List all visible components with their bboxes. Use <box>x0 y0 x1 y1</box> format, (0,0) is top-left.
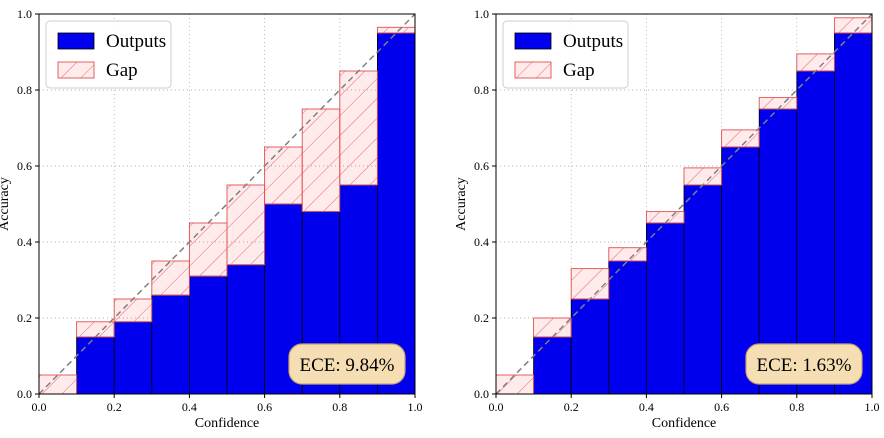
axes-frame <box>38 13 416 395</box>
chart-panel-1: 0.0 0.2 0.4 0.6 0.8 1.0 0.0 0.2 0.4 0.6 0.8 1.0 Conf… <box>0 7 423 431</box>
y-tick-label: 0.2 <box>474 311 489 325</box>
x-tick-label: 0.2 <box>564 400 579 414</box>
gap-bar-hatch <box>189 223 227 277</box>
legend-swatch-outputs <box>514 32 552 50</box>
y-tick-label: 0.8 <box>474 83 489 97</box>
legend-swatch-outputs <box>57 32 95 50</box>
x-axis-label: Confidence <box>652 416 717 431</box>
gap-bar-hatch <box>533 318 572 337</box>
y-tick-label: 0.0 <box>474 387 489 401</box>
x-tick-label: 0.8 <box>789 400 804 414</box>
x-tick-label: 0.0 <box>489 400 504 414</box>
output-bar <box>113 321 153 395</box>
gap-bar-hatch <box>571 268 609 299</box>
gap-bar-hatch <box>76 321 115 337</box>
output-bar <box>188 275 228 395</box>
legend-label-gap: Gap <box>106 60 138 81</box>
y-tick-label: 0.0 <box>17 387 32 401</box>
diagonal-reference-line <box>38 13 416 395</box>
chart-panel-2: 0.0 0.2 0.4 0.6 0.8 1.0 0.0 0.2 0.4 0.6 0.8 1.0 Conf… <box>454 7 880 431</box>
output-bar <box>226 264 265 395</box>
output-bar <box>834 32 873 395</box>
x-tick-label: 0.4 <box>639 400 654 414</box>
output-bar <box>570 298 610 395</box>
gap-bar-hatch <box>796 53 835 71</box>
y-tick-label: 1.0 <box>474 7 489 21</box>
gap-bar-hatch <box>377 27 415 33</box>
gap-bar-hatch <box>39 375 77 394</box>
y-tick-label: 0.8 <box>17 83 32 97</box>
x-axis-label: Confidence <box>195 416 260 431</box>
y-tick-label: 0.6 <box>17 159 32 173</box>
legend-swatch-gap-hatch <box>515 62 551 78</box>
gap-bar-hatch <box>302 109 340 212</box>
y-tick-label: 0.2 <box>17 311 32 325</box>
gap-bar-hatch <box>496 375 534 394</box>
y-tick-label: 0.6 <box>474 159 489 173</box>
y-axis-label: Accuracy <box>454 177 469 231</box>
y-tick-label: 0.4 <box>17 235 32 249</box>
gap-bar-hatch <box>227 185 265 265</box>
gap-bar-hatch <box>264 147 303 204</box>
gap-bar-hatch <box>721 129 760 147</box>
x-tick-label: 1.0 <box>408 400 423 414</box>
output-bar <box>533 336 572 395</box>
x-tick-label: 0.6 <box>714 400 729 414</box>
gap-bar-hatch <box>608 247 647 261</box>
legend-swatch-gap-hatch <box>58 62 94 78</box>
legend-label-outputs: Outputs <box>563 31 623 52</box>
gap-bar-hatch <box>151 261 190 296</box>
output-bar <box>76 336 115 395</box>
gap-bar-hatch <box>646 211 684 223</box>
axes-frame <box>495 13 873 395</box>
gap-bar-hatch <box>834 17 872 33</box>
output-bar <box>683 184 722 395</box>
gap-bar-hatch <box>759 97 797 109</box>
diagonal-reference-line <box>495 13 873 395</box>
y-tick-label: 0.4 <box>474 235 489 249</box>
ece-badge <box>745 343 863 385</box>
output-bar <box>151 294 190 395</box>
ece-label: ECE: 1.63% <box>757 355 852 376</box>
x-tick-label: 0.4 <box>182 400 197 414</box>
x-tick-label: 1.0 <box>865 400 880 414</box>
legend-label-outputs: Outputs <box>106 31 166 52</box>
y-tick-label: 1.0 <box>17 7 32 21</box>
x-tick-label: 0.8 <box>332 400 347 414</box>
output-bar <box>376 32 416 395</box>
x-tick-label: 0.6 <box>257 400 272 414</box>
gap-bar-hatch <box>684 167 722 185</box>
y-axis-label: Accuracy <box>0 177 12 231</box>
ece-label: ECE: 9.84% <box>300 355 395 376</box>
ece-badge <box>288 343 406 385</box>
x-tick-label: 0.0 <box>32 400 47 414</box>
output-bar <box>646 222 685 395</box>
output-bar <box>608 260 647 395</box>
gap-bar-hatch <box>339 71 378 185</box>
legend-label-gap: Gap <box>563 60 595 81</box>
x-tick-label: 0.2 <box>107 400 122 414</box>
gap-bar-hatch <box>114 299 152 322</box>
